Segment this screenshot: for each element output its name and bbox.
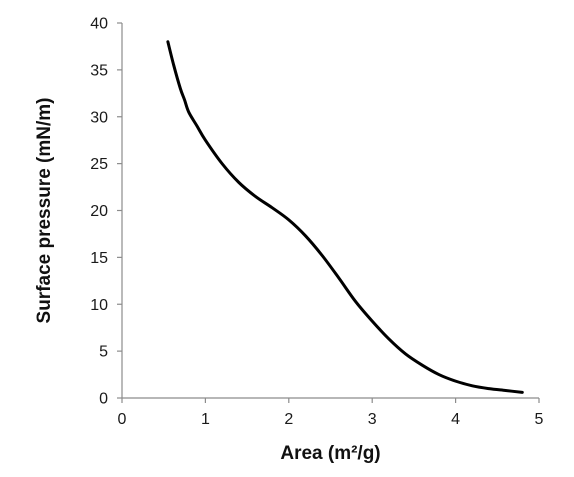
y-tick-label: 20 (90, 203, 108, 220)
y-tick-label: 10 (90, 297, 108, 314)
x-ticks: 0 1 2 3 4 5 (118, 398, 544, 428)
x-tick-label: 1 (201, 411, 210, 428)
axes (121, 23, 539, 399)
y-tick-label: 40 (90, 16, 108, 33)
y-tick-label: 0 (99, 391, 108, 408)
y-axis-title: Surface pressure (mN/m) (34, 98, 55, 324)
x-tick-label: 2 (284, 411, 293, 428)
x-tick-label: 4 (451, 411, 460, 428)
y-tick-label: 30 (90, 109, 108, 126)
series-group (166, 40, 524, 394)
y-tick-label: 15 (90, 250, 108, 267)
series-line (166, 40, 524, 394)
y-tick-label: 25 (90, 156, 108, 173)
x-axis-title: Area (m²/g) (280, 443, 380, 464)
y-ticks: 0 5 10 15 20 25 30 35 40 (90, 16, 122, 408)
x-tick-label: 0 (118, 411, 127, 428)
y-tick-label: 35 (90, 62, 108, 79)
x-tick-label: 5 (535, 411, 544, 428)
x-tick-label: 3 (368, 411, 377, 428)
y-tick-label: 5 (99, 344, 108, 361)
